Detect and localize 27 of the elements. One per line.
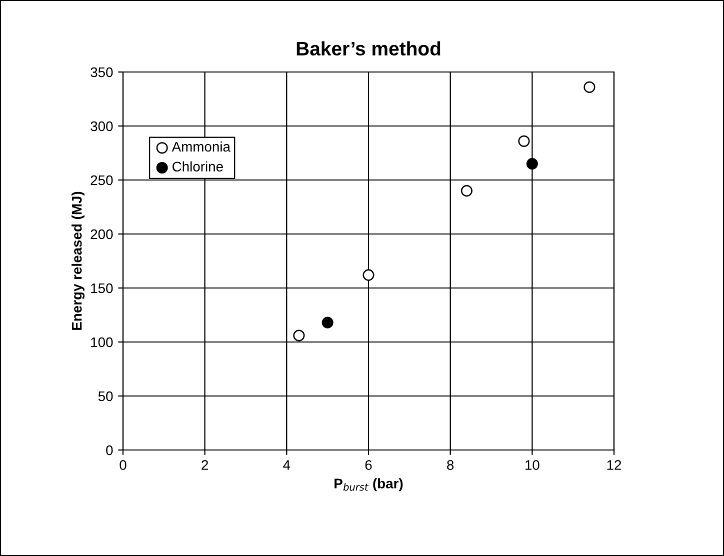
y-tick-label: 200 (90, 229, 113, 240)
x-tick-label: 6 (365, 460, 372, 470)
x-tick-label: 12 (607, 460, 622, 470)
y-tick-label: 100 (91, 337, 113, 348)
legend-label: Ammonia (172, 141, 230, 152)
x-tick-label: 10 (526, 460, 540, 470)
point (293, 330, 305, 342)
x-tick-label: 2 (202, 460, 208, 470)
y-tick-label: 0 (106, 445, 113, 456)
x-axis-title: P$_{burst}$ (bar) (334, 478, 403, 492)
point (322, 316, 334, 328)
y-tick-label: 300 (90, 121, 113, 132)
legend-label: Chlorine (172, 161, 223, 172)
x-tick-label: 0 (120, 460, 126, 470)
x-tick-label: 4 (283, 460, 290, 470)
y-tick-label: 150 (91, 283, 113, 294)
point (362, 269, 374, 281)
x-tick-label: 8 (447, 460, 454, 470)
point (518, 135, 530, 147)
y-tick-label: 250 (90, 175, 113, 186)
point (526, 158, 538, 170)
y-axis-title: Energy released (MJ) (72, 192, 85, 330)
y-tick-label: 350 (90, 67, 113, 78)
point (460, 185, 472, 197)
point (584, 81, 596, 93)
y-tick-label: 50 (98, 391, 113, 402)
chart-title: Baker’s method (296, 41, 440, 56)
